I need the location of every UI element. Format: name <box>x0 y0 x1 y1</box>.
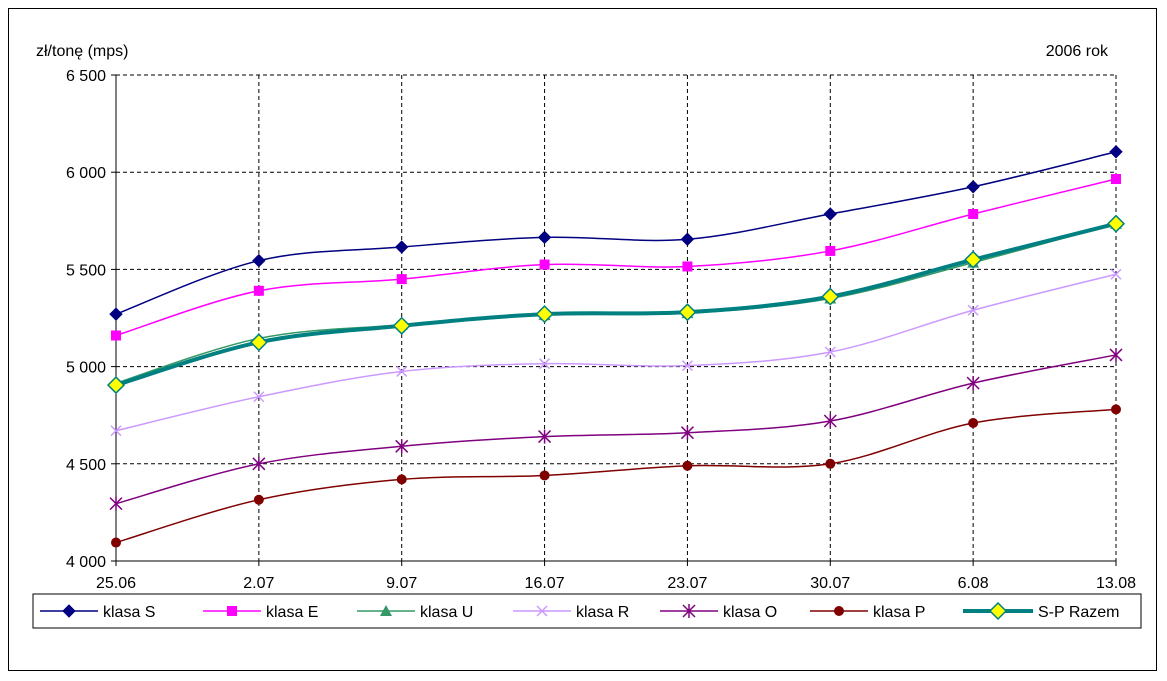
series-s-p-razem <box>106 214 1126 395</box>
data-point-klasa-e <box>111 330 121 341</box>
data-point-s-p-razem <box>535 305 554 324</box>
data-point-klasa-o <box>966 376 980 391</box>
x-tick-label: 30.07 <box>810 575 850 592</box>
data-point-klasa-e <box>253 285 264 296</box>
series-line-klasa-s <box>115 151 1117 315</box>
data-point-klasa-r <box>1110 268 1122 280</box>
legend-marker-klasa-p <box>834 606 844 616</box>
series-line-klasa-u <box>115 222 1117 384</box>
data-point-klasa-s <box>109 307 123 321</box>
data-point-klasa-s <box>537 230 552 245</box>
data-point-klasa-p <box>539 470 550 481</box>
data-point-klasa-p <box>825 458 836 469</box>
data-point-s-p-razem <box>249 333 268 352</box>
series-klasa-p <box>111 404 1121 548</box>
data-point-klasa-p <box>253 494 264 505</box>
data-point-klasa-s <box>1109 145 1123 159</box>
y-tick-label: 5 000 <box>66 360 106 377</box>
legend-marker-klasa-s <box>62 604 76 618</box>
legend-marker-s-p-razem <box>988 601 1008 621</box>
legend-marker-klasa-u <box>380 605 392 616</box>
data-point-klasa-r <box>110 425 122 437</box>
data-point-klasa-o <box>1109 347 1123 362</box>
data-point-s-p-razem <box>821 287 840 306</box>
year-annotation: 2006 rok <box>1046 43 1109 60</box>
data-point-klasa-p <box>111 537 121 548</box>
y-tick-labels: 4 000 4 500 5 000 5 500 6 000 6 500 <box>66 68 106 571</box>
data-point-klasa-o <box>823 414 837 429</box>
x-tick-labels: 25.06 2.07 9.07 16.07 23.07 30.07 6.08 13.08 <box>96 575 1136 592</box>
data-point-s-p-razem <box>964 250 983 269</box>
legend-label-klasa-p: klasa P <box>873 604 925 621</box>
data-point-klasa-p <box>682 460 693 471</box>
y-axis-label: zł/tonę (mps) <box>36 43 128 60</box>
data-point-klasa-e <box>825 245 836 256</box>
series-line-klasa-o <box>115 354 1117 505</box>
data-point-s-p-razem <box>392 316 411 335</box>
x-tick-label: 9.07 <box>386 575 417 592</box>
data-point-s-p-razem <box>106 376 126 395</box>
data-point-klasa-e <box>682 261 693 272</box>
data-point-klasa-p <box>968 417 979 428</box>
legend-marker-klasa-o <box>682 604 696 618</box>
data-point-klasa-o <box>538 429 552 444</box>
data-point-klasa-r <box>681 360 693 372</box>
data-point-klasa-p <box>1111 404 1121 415</box>
data-point-klasa-s <box>823 207 837 221</box>
x-tick-label: 23.07 <box>667 575 707 592</box>
data-point-s-p-razem <box>678 303 697 322</box>
y-tick-label: 4 500 <box>66 457 106 474</box>
data-point-klasa-e <box>396 274 407 285</box>
data-point-klasa-o <box>680 425 694 440</box>
legend-marker-klasa-r <box>536 605 548 617</box>
data-point-klasa-o <box>252 456 266 471</box>
y-tick-label: 4 000 <box>66 554 106 571</box>
x-tick-label: 25.06 <box>96 575 136 592</box>
data-point-klasa-r <box>539 358 551 370</box>
x-tick-label: 16.07 <box>525 575 565 592</box>
x-tick-label: 2.07 <box>243 575 274 592</box>
legend-label-klasa-r: klasa R <box>576 604 629 621</box>
series-line-klasa-p <box>115 408 1117 544</box>
data-point-klasa-p <box>396 474 407 485</box>
data-point-klasa-r <box>396 365 408 377</box>
series-klasa-r <box>110 268 1122 437</box>
series-line-klasa-r <box>115 273 1117 432</box>
legend-label-klasa-s: klasa S <box>103 604 155 621</box>
series-line-klasa-e <box>115 178 1117 337</box>
data-point-klasa-r <box>824 346 836 358</box>
data-point-klasa-s <box>680 232 695 246</box>
data-point-klasa-r <box>253 391 265 403</box>
data-point-klasa-o <box>109 496 123 511</box>
legend-label-klasa-o: klasa O <box>723 604 777 621</box>
x-tick-label: 6.08 <box>958 575 989 592</box>
data-point-klasa-s <box>966 180 980 194</box>
series-klasa-o <box>109 347 1123 511</box>
y-tick-label: 6 000 <box>66 165 106 182</box>
series-klasa-u <box>110 217 1122 389</box>
data-point-klasa-r <box>967 304 979 316</box>
series-klasa-e <box>111 174 1121 341</box>
series-group <box>106 145 1126 548</box>
legend: klasa S klasa E klasa U klasa R klasa O klasa… <box>32 593 1142 629</box>
data-point-klasa-s <box>252 253 266 268</box>
data-point-klasa-o <box>395 439 409 454</box>
data-point-klasa-e <box>539 259 550 270</box>
x-tick-label: 13.08 <box>1096 575 1136 592</box>
series-klasa-s <box>109 145 1123 321</box>
data-point-klasa-s <box>395 240 409 254</box>
legend-label-klasa-e: klasa E <box>266 604 318 621</box>
data-point-klasa-e <box>1111 174 1121 185</box>
series-line-s-p-razem <box>115 221 1117 387</box>
y-tick-label: 5 500 <box>66 262 106 279</box>
y-tick-label: 6 500 <box>66 68 106 85</box>
legend-label-s-p-razem: S-P Razem <box>1038 604 1120 621</box>
legend-marker-klasa-e <box>227 606 237 616</box>
axes <box>111 74 1117 566</box>
data-point-klasa-e <box>968 208 979 219</box>
legend-label-klasa-u: klasa U <box>420 604 473 621</box>
data-point-s-p-razem <box>1106 214 1126 233</box>
gridlines <box>116 74 1117 561</box>
